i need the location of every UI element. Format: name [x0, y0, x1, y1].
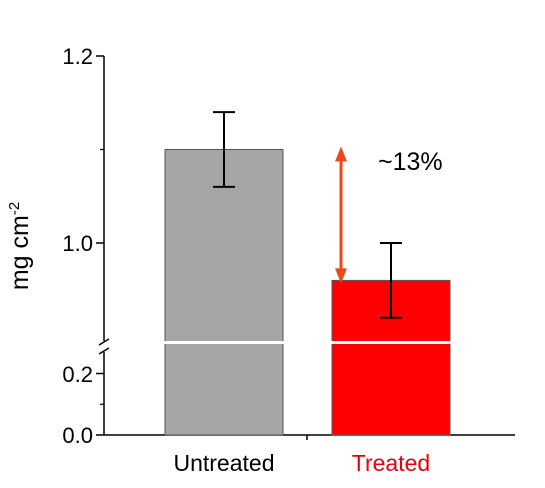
y-tick-label-3: 1.2: [62, 44, 93, 69]
difference-annotation: ~13%: [378, 148, 443, 176]
category-label-treated: Treated: [352, 450, 430, 476]
bar-untreated: [164, 149, 284, 436]
y-tick-label-1: 0.2: [62, 362, 93, 387]
bar-break-band-0: [164, 341, 284, 344]
y-axis-break-mark-bottom: [98, 347, 110, 355]
y-axis-label-main: mg cm: [6, 215, 34, 290]
bar-break-band-1: [331, 341, 451, 344]
y-axis-label-superscript: -2: [6, 202, 23, 215]
axes: [96, 55, 515, 440]
bars: [164, 111, 451, 436]
y-axis-label: mg cm-2: [6, 202, 34, 290]
y-axis-break-mark-top: [98, 338, 110, 346]
difference-arrow-head-bottom: [335, 268, 347, 284]
y-tick-label-0: 0.0: [62, 423, 93, 448]
y-tick-label-2: 1.0: [62, 231, 93, 256]
category-label-untreated: Untreated: [173, 450, 274, 476]
difference-arrow-head-top: [335, 146, 347, 162]
